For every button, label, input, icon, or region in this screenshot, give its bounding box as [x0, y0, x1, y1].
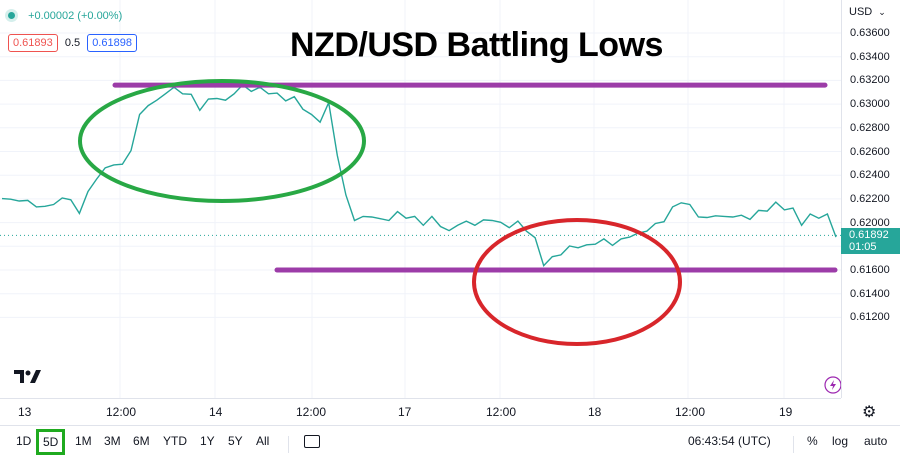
price-axis-label: 0.62400	[850, 169, 890, 182]
auto-scale-button[interactable]: auto	[864, 434, 888, 448]
green-highlight-ellipse	[78, 79, 366, 203]
chart-title: NZD/USD Battling Lows	[290, 26, 663, 64]
range-all-button[interactable]: All	[256, 434, 270, 448]
range-5y-button[interactable]: 5Y	[228, 434, 243, 448]
price-axis-label: 0.63400	[850, 50, 890, 63]
range-ytd-button[interactable]: YTD	[163, 434, 187, 448]
range-5d-button[interactable]: 5D	[36, 429, 66, 455]
date-range-icon[interactable]	[304, 435, 320, 448]
utc-clock[interactable]: 06:43:54 (UTC)	[688, 434, 771, 448]
chart-area[interactable]: +0.00002 (+0.00%) 0.61893 0.5 0.61898 NZ…	[0, 0, 841, 398]
time-label: 17	[398, 405, 412, 419]
time-label: 18	[588, 405, 602, 419]
currency-selector[interactable]: USD ⌄	[849, 6, 886, 18]
price-change: +0.00002 (+0.00%)	[28, 10, 123, 22]
settings-gear-icon[interactable]: ⚙	[862, 404, 877, 421]
price-chart[interactable]	[0, 0, 841, 398]
price-axis-label: 0.62600	[850, 145, 890, 158]
time-label: 12:00	[486, 405, 517, 419]
divider	[793, 436, 794, 453]
bar-countdown: 01:05	[849, 241, 877, 254]
divider	[288, 436, 289, 453]
percent-scale-button[interactable]: %	[807, 434, 818, 448]
tradingview-logo	[14, 370, 41, 383]
red-highlight-ellipse	[472, 218, 682, 346]
time-label: 19	[779, 405, 793, 419]
time-axis[interactable]: 13 12:00 14 12:00 17 12:00 18 12:00 19	[0, 398, 841, 425]
range-1m-button[interactable]: 1M	[75, 434, 92, 448]
bottom-toolbar: 1D 5D 1M 3M 6M YTD 1Y 5Y All 06:43:54 (U…	[0, 425, 900, 462]
price-axis-label: 0.61200	[850, 311, 890, 324]
spread-value: 0.5	[64, 37, 81, 49]
log-scale-button[interactable]: log	[832, 434, 849, 448]
range-3m-button[interactable]: 3M	[104, 434, 121, 448]
status-dot-icon	[8, 12, 15, 19]
price-series-line	[1, 83, 837, 267]
range-1y-button[interactable]: 1Y	[200, 434, 215, 448]
price-axis-label: 0.62000	[850, 216, 890, 229]
time-label: 12:00	[675, 405, 706, 419]
range-6m-button[interactable]: 6M	[133, 434, 150, 448]
time-label: 12:00	[296, 405, 327, 419]
range-1d-button[interactable]: 1D	[16, 434, 32, 448]
price-axis-label: 0.61600	[850, 264, 890, 276]
lightning-icon	[824, 376, 841, 394]
legend-change-row: +0.00002 (+0.00%)	[8, 10, 122, 22]
time-label: 12:00	[106, 405, 137, 419]
price-axis-label: 0.63600	[850, 27, 890, 39]
ask-price-button[interactable]: 0.61898	[87, 34, 137, 52]
chevron-down-icon: ⌄	[878, 7, 886, 17]
price-axis-label: 0.63200	[850, 74, 890, 87]
current-price-value: 0.61892	[849, 229, 889, 242]
price-axis-label: 0.62200	[850, 192, 890, 205]
price-axis-label: 0.62800	[850, 121, 890, 134]
bid-price-button[interactable]: 0.61893	[8, 34, 58, 52]
bid-ask-row: 0.61893 0.5 0.61898	[8, 34, 137, 52]
price-axis[interactable]: 0.63600 0.63400 0.63200 0.63000 0.62800 0.626…	[841, 0, 900, 398]
price-axis-label: 0.63000	[850, 98, 890, 111]
price-axis-label: 0.61400	[850, 287, 890, 300]
current-price-tag: 0.61892 01:05	[841, 228, 900, 255]
time-label: 13	[18, 405, 32, 419]
time-label: 14	[209, 405, 223, 419]
